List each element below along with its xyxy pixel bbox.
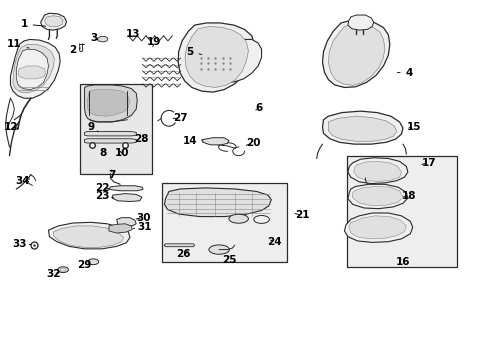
Polygon shape [84,139,136,143]
Text: 13: 13 [126,29,140,39]
Text: 3: 3 [90,33,98,43]
Ellipse shape [88,259,99,265]
Polygon shape [87,90,129,116]
Text: 2: 2 [69,45,80,55]
Text: 30: 30 [136,213,150,222]
Ellipse shape [208,245,229,254]
Polygon shape [18,66,45,79]
Polygon shape [353,161,401,181]
Polygon shape [48,222,130,249]
Polygon shape [348,216,406,239]
Polygon shape [84,85,137,122]
Ellipse shape [58,267,68,273]
Text: 17: 17 [421,158,435,168]
Polygon shape [328,24,384,85]
Text: 12: 12 [4,122,19,132]
Text: 29: 29 [77,260,92,270]
Polygon shape [178,23,254,92]
Polygon shape [184,27,248,87]
Text: 7: 7 [108,170,115,180]
FancyBboxPatch shape [80,84,152,174]
Polygon shape [97,37,108,42]
Polygon shape [10,40,60,98]
Text: 10: 10 [114,148,129,158]
Polygon shape [109,186,143,191]
Text: 5: 5 [186,46,202,57]
Text: 33: 33 [12,239,31,249]
Ellipse shape [60,268,66,271]
Polygon shape [53,226,123,247]
Ellipse shape [253,216,269,224]
Polygon shape [201,138,228,145]
Text: 23: 23 [95,191,114,201]
Text: 22: 22 [95,183,109,193]
Polygon shape [44,16,63,27]
FancyBboxPatch shape [161,183,287,262]
Polygon shape [112,194,142,202]
Polygon shape [328,116,396,141]
Polygon shape [344,213,412,242]
Text: 28: 28 [134,134,148,144]
Text: 26: 26 [176,248,190,258]
Text: 32: 32 [46,269,61,279]
Text: 20: 20 [245,139,260,148]
Polygon shape [84,132,136,136]
Polygon shape [215,40,261,82]
Polygon shape [109,224,132,233]
Polygon shape [117,218,136,226]
Text: 21: 21 [294,210,308,220]
Polygon shape [347,184,407,209]
Polygon shape [322,111,402,144]
Polygon shape [347,158,407,184]
Ellipse shape [228,214,248,223]
Text: 34: 34 [15,176,30,186]
Text: 9: 9 [87,122,98,132]
Text: 27: 27 [172,113,187,123]
Polygon shape [347,15,373,30]
Polygon shape [163,244,194,247]
Polygon shape [41,13,66,30]
Polygon shape [164,188,271,217]
Text: 6: 6 [255,103,262,113]
Text: 18: 18 [401,191,416,201]
Text: 14: 14 [182,136,203,146]
Text: 8: 8 [99,148,106,158]
Text: 4: 4 [397,68,412,78]
Text: 31: 31 [133,222,151,232]
Text: 15: 15 [406,122,421,132]
Polygon shape [13,44,54,93]
Polygon shape [322,21,389,87]
Text: 11: 11 [7,40,29,49]
Text: 24: 24 [267,237,282,247]
Polygon shape [16,49,48,90]
Text: 16: 16 [395,257,409,267]
Text: 1: 1 [20,19,45,29]
Text: 19: 19 [147,37,161,47]
Polygon shape [352,186,402,206]
FancyBboxPatch shape [346,156,456,267]
Text: 25: 25 [221,255,236,265]
